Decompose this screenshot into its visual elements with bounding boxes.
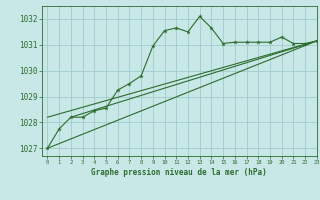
X-axis label: Graphe pression niveau de la mer (hPa): Graphe pression niveau de la mer (hPa)	[91, 168, 267, 177]
